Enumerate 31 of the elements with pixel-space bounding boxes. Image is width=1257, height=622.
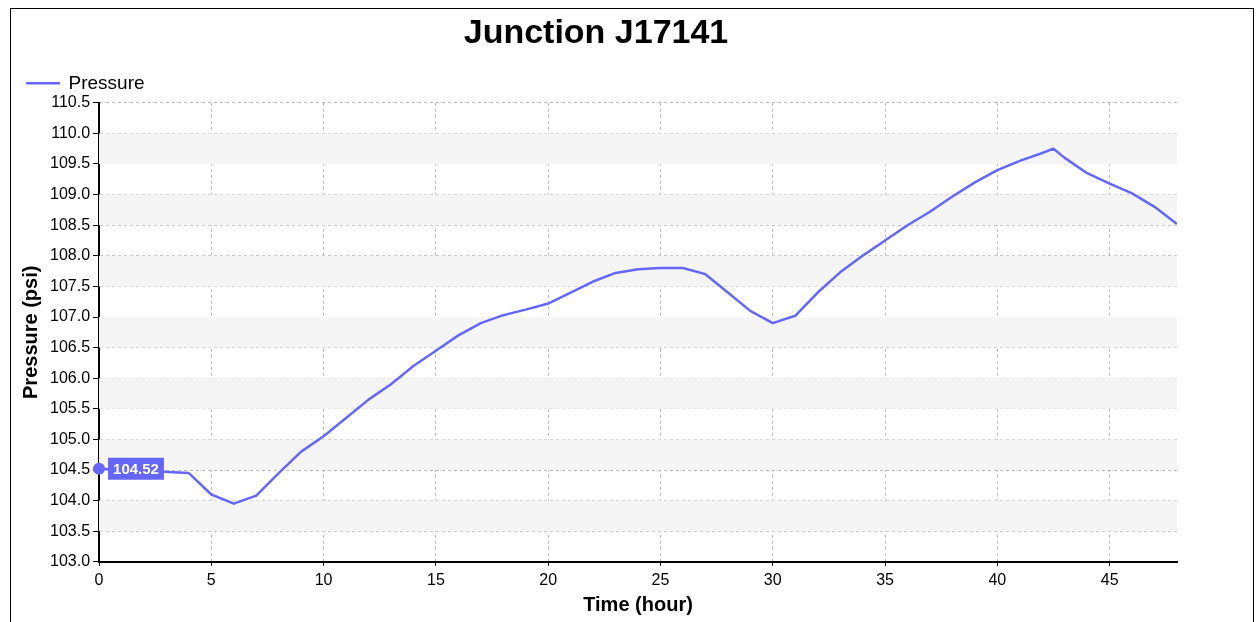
x-tick-label: 35 (876, 570, 895, 588)
y-tick-label: 107.0 (49, 307, 91, 325)
y-tick-label: 109.5 (49, 154, 91, 172)
y-tick-label: 110.5 (51, 93, 91, 111)
y-tick-label: 106.5 (49, 338, 91, 356)
x-axis-title: Time (hour) (583, 592, 693, 615)
y-tick-label: 104.0 (49, 491, 91, 509)
y-tick-label: 103.0 (49, 552, 91, 570)
x-tick-label: 10 (314, 570, 333, 588)
x-tick-label: 15 (427, 570, 445, 588)
x-tick-label: 0 (94, 570, 104, 588)
x-tick-label: 45 (1100, 570, 1119, 588)
x-tick-label: 25 (651, 570, 670, 588)
y-tick-label: 108.5 (49, 215, 91, 233)
y-tick-label: 105.5 (49, 399, 91, 417)
y-axis-title: Pressure (psi) (18, 265, 41, 399)
y-tick-label: 108.0 (49, 246, 91, 264)
y-tick-label: 110.0 (51, 123, 91, 141)
x-tick-label: 20 (539, 570, 558, 588)
x-tick-label: 5 (206, 570, 216, 588)
chart-title: Junction J17141 (463, 11, 729, 50)
x-tick-label: 40 (988, 570, 1007, 588)
y-tick-label: 109.0 (49, 185, 91, 203)
y-tick-label: 104.5 (49, 460, 91, 478)
annotation: 104.52 (113, 459, 159, 477)
x-tick-label: 30 (763, 570, 782, 588)
y-tick-label: 106.0 (49, 368, 91, 386)
y-tick-label: 107.5 (49, 276, 91, 294)
y-tick-label: 103.5 (49, 521, 91, 539)
legend-label: Pressure (68, 71, 145, 93)
y-tick-label: 105.0 (49, 429, 91, 447)
